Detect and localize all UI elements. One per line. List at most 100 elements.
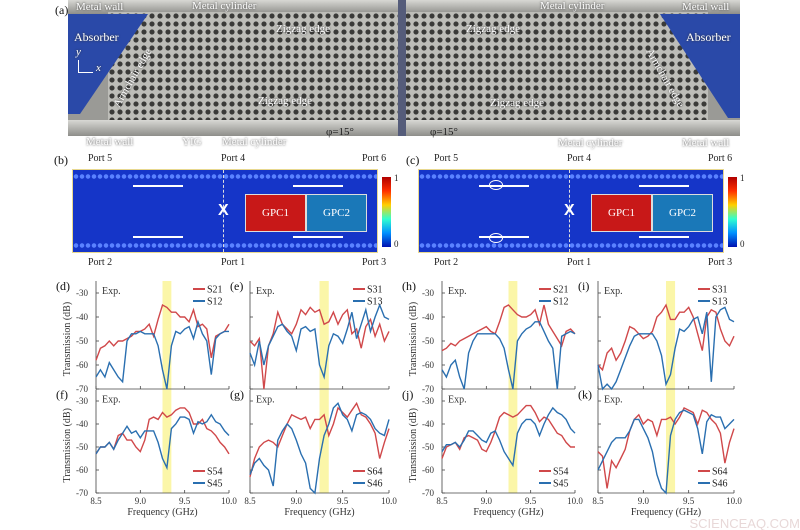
label-zigzag-edge: Zigzag edge: [490, 97, 545, 109]
legend-label: S13: [367, 297, 383, 308]
exp-annotation: Exp.: [102, 395, 121, 406]
x-tick-label: 9.5: [683, 496, 695, 506]
port-label: Port 4: [221, 153, 246, 164]
y-tick-label: -70: [76, 488, 88, 498]
series-line-S54: [441, 404, 575, 459]
series-line-S64: [249, 401, 390, 478]
gpc2-label: GPC2: [323, 207, 350, 219]
x-tick-label: 9.5: [337, 496, 349, 506]
label-metal-wall: Metal wall: [682, 1, 730, 13]
panel-letter: (g): [230, 388, 244, 402]
y-tick-label: -40: [76, 419, 88, 429]
watermark: SCIENCEAQ.COM: [689, 516, 800, 530]
series-line-S21: [95, 303, 230, 361]
x-axis-label: Frequency (GHz): [284, 507, 354, 518]
colorbar: [728, 177, 737, 247]
vortex-icon: [489, 233, 503, 243]
exp-annotation: Exp.: [102, 286, 121, 297]
panel-letter: (d): [56, 279, 70, 293]
x-tick-label: 10.0: [567, 496, 583, 506]
legend-label: S45: [553, 479, 569, 490]
legend-label: S54: [553, 467, 569, 478]
gpc2-label: GPC2: [669, 207, 696, 219]
x-tick-label: 9.0: [638, 496, 650, 506]
panel-letter: (e): [230, 279, 243, 293]
cross-mark-icon: X: [564, 202, 575, 219]
y-tick-label: -60: [76, 360, 88, 370]
panel-letter: (h): [402, 279, 416, 293]
x-tick-label: 9.5: [179, 496, 191, 506]
arrow-right-icon: [293, 185, 343, 187]
arrow-left-icon: [479, 185, 529, 187]
x-tick-label: 10.0: [726, 496, 742, 506]
highlight-band: [508, 389, 518, 493]
highlight-band: [666, 281, 676, 389]
chart-j: (j) Exp. -30 -40 -50 -60 -708.5 9.0 9.5 10.0 Frequ…: [402, 388, 583, 519]
x-tick-label: 9.5: [525, 496, 537, 506]
exp-annotation: Exp.: [604, 395, 623, 406]
colorbar: [382, 177, 391, 247]
label-metal-wall: Metal wall: [86, 136, 134, 148]
y-axis-label: Transmission (dB): [62, 302, 73, 376]
highlight-band: [162, 281, 172, 389]
cross-mark-icon: X: [218, 202, 229, 219]
legend-label: S21: [207, 285, 223, 296]
label-yig: YIG: [182, 136, 202, 148]
label-metal-cylinder: Metal cylinder: [192, 0, 257, 12]
y-tick-label: -60: [422, 465, 434, 475]
chart-f: (f) Exp. -30 -40 -50 -60 -708.5 9.0 9.5 10.0 Frequ…: [56, 388, 237, 519]
panel-letter: (f): [56, 388, 68, 402]
x-axis-label: Frequency (GHz): [127, 507, 197, 518]
y-tick-label: -30: [422, 288, 434, 298]
y-tick-label: -40: [76, 312, 88, 322]
port-label: Port 5: [88, 153, 113, 164]
colorbar-max: 1: [740, 173, 745, 183]
chart-k: (k) Exp. 8.5 9.0 9.5 10.0 Frequency (GHz) S64S4…: [578, 388, 742, 519]
field-map-b: (b) X GPC1 GPC2 Port 5 Port 4 Port 6 Port 2…: [54, 153, 401, 271]
y-tick-label: -50: [76, 336, 88, 346]
edge-state-top: [419, 173, 723, 180]
legend-label: S46: [712, 479, 728, 490]
port-label: Port 4: [567, 153, 592, 164]
highlight-band: [319, 281, 329, 389]
x-tick-label: 10.0: [221, 496, 237, 506]
series-line-S12: [95, 319, 229, 390]
panel-letter: (c): [406, 153, 420, 167]
port-label: Port 1: [567, 257, 592, 268]
arrow-right-icon: [639, 236, 689, 238]
port-label: Port 5: [434, 153, 459, 164]
x-tick-label: 9.0: [291, 496, 303, 506]
x-tick-label: 8.5: [244, 496, 256, 506]
center-boundary: [398, 0, 406, 136]
experimental-photo: [68, 0, 740, 136]
label-phi-angle: φ=15°: [430, 126, 458, 138]
edge-state-top: [73, 173, 377, 180]
legend-label: S54: [207, 467, 223, 478]
label-absorber: Absorber: [74, 30, 119, 44]
y-tick-label: -60: [422, 360, 434, 370]
legend-label: S13: [712, 297, 728, 308]
series-line-S54: [95, 407, 230, 455]
y-tick-label: -70: [422, 488, 434, 498]
label-zigzag-edge: Zigzag edge: [466, 23, 521, 35]
port-label: Port 1: [221, 257, 246, 268]
label-absorber: Absorber: [686, 30, 731, 44]
field-distribution: X GPC1 GPC2: [72, 169, 378, 253]
highlight-band: [162, 389, 172, 493]
x-tick-label: 8.5: [90, 496, 102, 506]
label-metal-cylinder: Metal cylinder: [222, 136, 287, 148]
legend-label: S46: [367, 479, 383, 490]
series-line-S45: [441, 406, 576, 468]
y-tick-label: -50: [422, 336, 434, 346]
exp-annotation: Exp.: [604, 286, 623, 297]
axis-y-label: y: [76, 46, 81, 58]
label-metal-cylinder: Metal cylinder: [558, 137, 623, 149]
label-zigzag-edge: Zigzag edge: [258, 95, 313, 107]
y-tick-label: -30: [76, 396, 88, 406]
y-tick-label: -40: [422, 419, 434, 429]
y-tick-label: -40: [422, 312, 434, 322]
